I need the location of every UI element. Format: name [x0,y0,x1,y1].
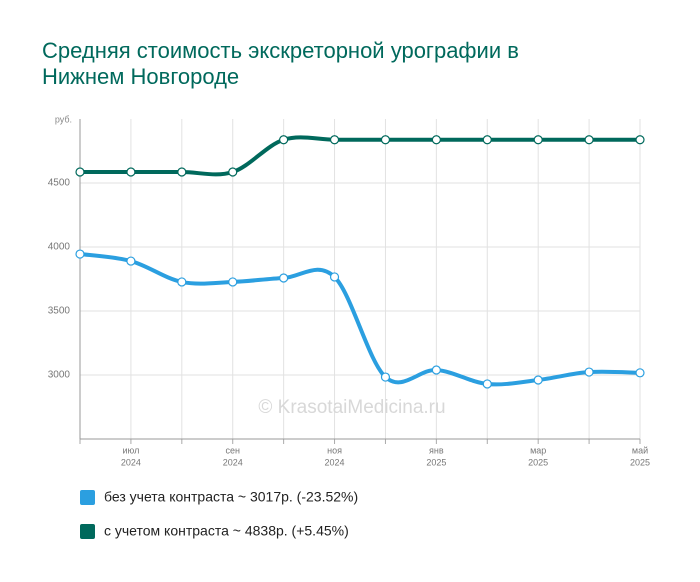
x-tick-label: мар [530,445,546,455]
x-tick-label: 2024 [121,457,141,467]
point [431,365,441,375]
point [228,277,238,287]
x-tick-label: июл [122,445,139,455]
point [75,167,85,177]
y-tick-label: 3000 [48,370,71,381]
point [431,135,441,145]
watermark: © KrasotaiMedicina.ru [258,397,445,418]
point [533,135,543,145]
y-tick-label: 3500 [48,306,71,317]
point [279,135,289,145]
series-line [79,252,641,387]
x-tick-label: 2024 [325,457,345,467]
point [482,379,492,389]
legend-swatch [80,490,95,505]
point [279,273,289,283]
point [126,167,136,177]
x-tick-label: янв [429,445,444,455]
legend-label: без учета контраста ~ 3017р. (-23.52%) [104,489,358,505]
x-tick-label: 2025 [426,457,446,467]
point [177,167,187,177]
series-line [80,135,640,177]
chart-title: Нижнем Новгороде [42,64,239,89]
point [635,135,645,145]
x-tick-label: 2025 [528,457,548,467]
point [228,167,238,177]
point [329,135,340,145]
y-tick-label: 4500 [48,178,71,189]
point [177,277,187,287]
y-unit: руб. [55,114,72,124]
x-tick-label: 2024 [223,457,243,467]
legend-swatch [80,524,95,539]
point [584,367,594,377]
point [584,135,594,145]
y-tick-label: 4000 [48,242,71,253]
x-tick-label: сен [225,445,240,455]
point [380,372,391,382]
point [75,249,85,259]
point [635,368,645,378]
point [329,272,340,282]
point [126,256,136,266]
point [380,135,391,145]
chart-title: Средняя стоимость экскреторной урографии… [42,38,519,63]
point [482,135,492,145]
x-tick-label: 2025 [630,457,650,467]
x-tick-label: май [632,445,648,455]
x-tick-label: ноя [327,445,342,455]
legend-label: с учетом контраста ~ 4838р. (+5.45%) [104,523,349,539]
point [533,375,543,385]
